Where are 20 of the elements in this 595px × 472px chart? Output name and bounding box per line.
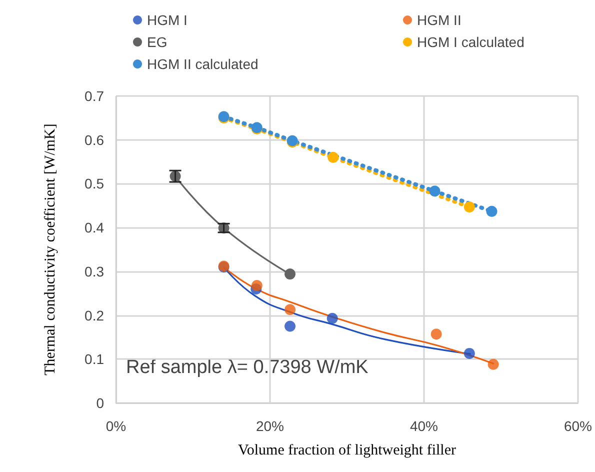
y-tick-label: 0.2 [84, 307, 104, 324]
y-tick-label: 0.3 [84, 263, 104, 280]
y-tick-label: 0.4 [84, 220, 104, 236]
x-tick-label: 60% [564, 418, 592, 434]
y-tick-label: 0 [96, 395, 104, 411]
x-tick-label: 40% [410, 418, 438, 434]
x-tick-label: 0% [106, 418, 126, 434]
annotation: Ref sample λ= 0.7398 W/mK [126, 357, 369, 378]
y-tick-label: 0.5 [84, 176, 104, 192]
y-axis-title: Thermal conductivity coefficient [W/mK] [42, 124, 58, 376]
legend-label: HGM I calculated [417, 34, 524, 50]
y-tick-label: 0.6 [84, 132, 104, 148]
legend-label: EG [147, 34, 168, 50]
legend-label: HGM II calculated [147, 56, 258, 72]
x-tick-label: 20% [256, 418, 284, 434]
x-axis-title: Volume fraction of lightweight filler [238, 442, 456, 458]
legend-label: HGM I [147, 12, 188, 28]
y-tick-label: 0.1 [84, 351, 104, 368]
legend-label: HGM II [417, 12, 462, 28]
y-tick-label: 0.7 [84, 88, 104, 104]
